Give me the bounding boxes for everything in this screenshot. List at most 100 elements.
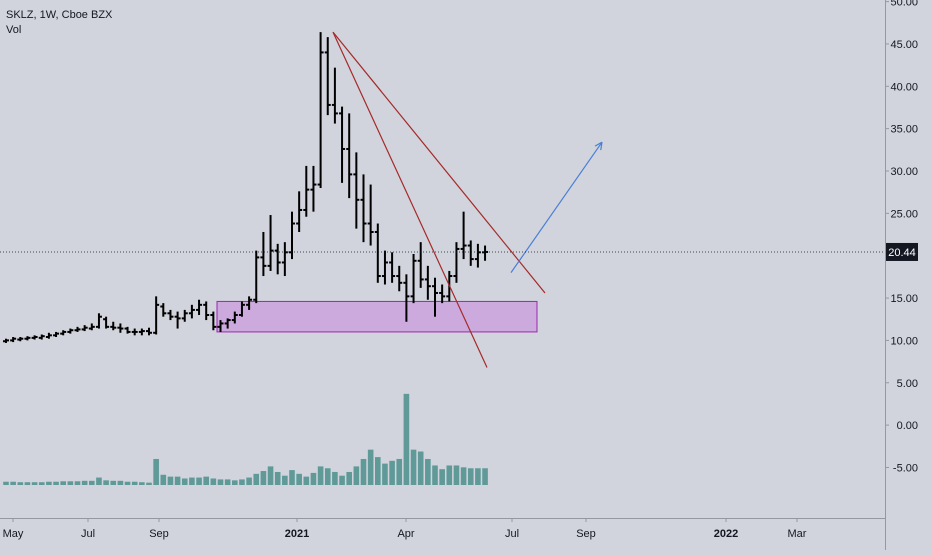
volume-bar bbox=[96, 477, 102, 485]
ohlc-bar bbox=[24, 336, 31, 341]
volume-bar bbox=[353, 466, 360, 485]
volume-bar bbox=[46, 481, 52, 485]
volume-bar bbox=[367, 449, 374, 485]
volume-bar bbox=[446, 465, 453, 485]
volume-bar bbox=[174, 476, 181, 485]
volume-bar bbox=[160, 474, 167, 485]
ohlc-bar bbox=[396, 265, 403, 292]
volume-bar bbox=[67, 481, 74, 485]
ohlc-bar bbox=[403, 274, 410, 322]
volume-bar bbox=[89, 480, 95, 485]
price-tick-label: 25.00 bbox=[890, 208, 918, 220]
volume-bar bbox=[467, 468, 474, 485]
volume-bar bbox=[482, 468, 488, 485]
volume-bar bbox=[432, 465, 438, 485]
price-axis[interactable]: 55.0050.0045.0040.0035.0030.0025.0020.00… bbox=[885, 0, 918, 550]
time-tick-label: Mar bbox=[788, 528, 807, 540]
volume-bar bbox=[81, 480, 88, 485]
volume-bar bbox=[289, 470, 295, 485]
ohlc-bar bbox=[360, 174, 367, 243]
volume-layer bbox=[3, 393, 488, 485]
price-tick-label: 40.00 bbox=[890, 81, 918, 93]
time-tick-label: Sep bbox=[149, 528, 169, 540]
volume-bar bbox=[110, 480, 117, 485]
ohlc-bar bbox=[217, 320, 224, 332]
volume-bar bbox=[260, 471, 267, 485]
time-tick-label: Sep bbox=[576, 528, 596, 540]
volume-bar bbox=[310, 472, 317, 485]
volume-bar bbox=[38, 482, 45, 485]
volume-bar bbox=[224, 479, 231, 485]
ohlc-bar bbox=[374, 223, 381, 283]
trendline-upper[interactable] bbox=[332, 31, 546, 294]
time-axis[interactable]: May Jul Sep 2021 Apr Jul Sep 2022 Mar bbox=[0, 518, 885, 540]
drawings-layer bbox=[0, 31, 885, 368]
ohlc-bar bbox=[81, 325, 88, 332]
ohlc-bar bbox=[389, 252, 396, 283]
volume-bar bbox=[60, 481, 66, 485]
volume-bar bbox=[217, 479, 224, 485]
ohlc-bar bbox=[203, 301, 210, 321]
ohlc-bar bbox=[339, 106, 346, 183]
ohlc-bar bbox=[146, 327, 152, 336]
ohlc-bar bbox=[174, 311, 181, 329]
chart-legend: SKLZ, 1W, Cboe BZX Vol bbox=[6, 8, 112, 38]
volume-bar bbox=[425, 458, 431, 485]
volume-bar bbox=[410, 449, 417, 485]
volume-bar bbox=[396, 458, 403, 485]
ohlc-bar bbox=[167, 309, 174, 321]
ohlc-bar bbox=[260, 231, 267, 277]
price-tick-label: 10.00 bbox=[890, 335, 918, 347]
volume-bar bbox=[181, 478, 188, 485]
ohlc-bar bbox=[231, 311, 238, 324]
ohlc-bar bbox=[17, 337, 24, 342]
ohlc-bar bbox=[467, 240, 474, 266]
price-tick-label: 5.00 bbox=[897, 378, 918, 390]
volume-bar bbox=[124, 481, 131, 485]
price-tick-label: 30.00 bbox=[890, 166, 918, 178]
ohlc-bar bbox=[331, 67, 338, 124]
time-tick-label: Apr bbox=[397, 528, 414, 540]
price-bars-layer bbox=[3, 32, 489, 343]
volume-bar bbox=[282, 475, 288, 485]
price-tick-label: 50.00 bbox=[890, 0, 918, 9]
volume-bar bbox=[267, 466, 274, 485]
ohlc-bar bbox=[124, 326, 131, 334]
ohlc-bar bbox=[246, 296, 253, 310]
volume-indicator-label[interactable]: Vol bbox=[6, 24, 22, 36]
volume-bar bbox=[196, 477, 202, 485]
volume-bar bbox=[167, 476, 174, 485]
volume-bar bbox=[460, 467, 467, 485]
volume-bar bbox=[382, 463, 388, 485]
ohlc-bar bbox=[138, 328, 145, 336]
ohlc-bar bbox=[181, 309, 188, 322]
ohlc-bar bbox=[224, 318, 231, 329]
volume-bar bbox=[403, 393, 410, 485]
ohlc-bar bbox=[53, 331, 60, 338]
volume-bar bbox=[31, 482, 38, 485]
ohlc-bar bbox=[253, 250, 260, 304]
volume-bar bbox=[3, 481, 9, 485]
volume-bar bbox=[346, 471, 352, 485]
symbol-title[interactable]: SKLZ, 1W, Cboe BZX bbox=[6, 9, 113, 21]
volume-bar bbox=[53, 481, 59, 485]
ohlc-bar bbox=[303, 165, 310, 217]
volume-bar bbox=[232, 480, 238, 485]
volume-bar bbox=[74, 481, 81, 485]
volume-bar bbox=[10, 481, 16, 485]
ohlc-bar bbox=[453, 242, 460, 283]
support-zone-rectangle[interactable] bbox=[216, 300, 538, 333]
trendline-steep[interactable] bbox=[332, 31, 488, 368]
volume-bar bbox=[246, 477, 252, 485]
ohlc-bar bbox=[460, 211, 467, 260]
volume-bar bbox=[339, 475, 345, 485]
projection-arrow[interactable] bbox=[510, 141, 603, 273]
volume-bar bbox=[146, 482, 152, 485]
volume-bar bbox=[417, 451, 424, 485]
ohlc-bar bbox=[45, 332, 52, 339]
ohlc-bar bbox=[317, 32, 324, 188]
ohlc-bar bbox=[160, 303, 167, 317]
ohlc-bar bbox=[10, 337, 17, 343]
